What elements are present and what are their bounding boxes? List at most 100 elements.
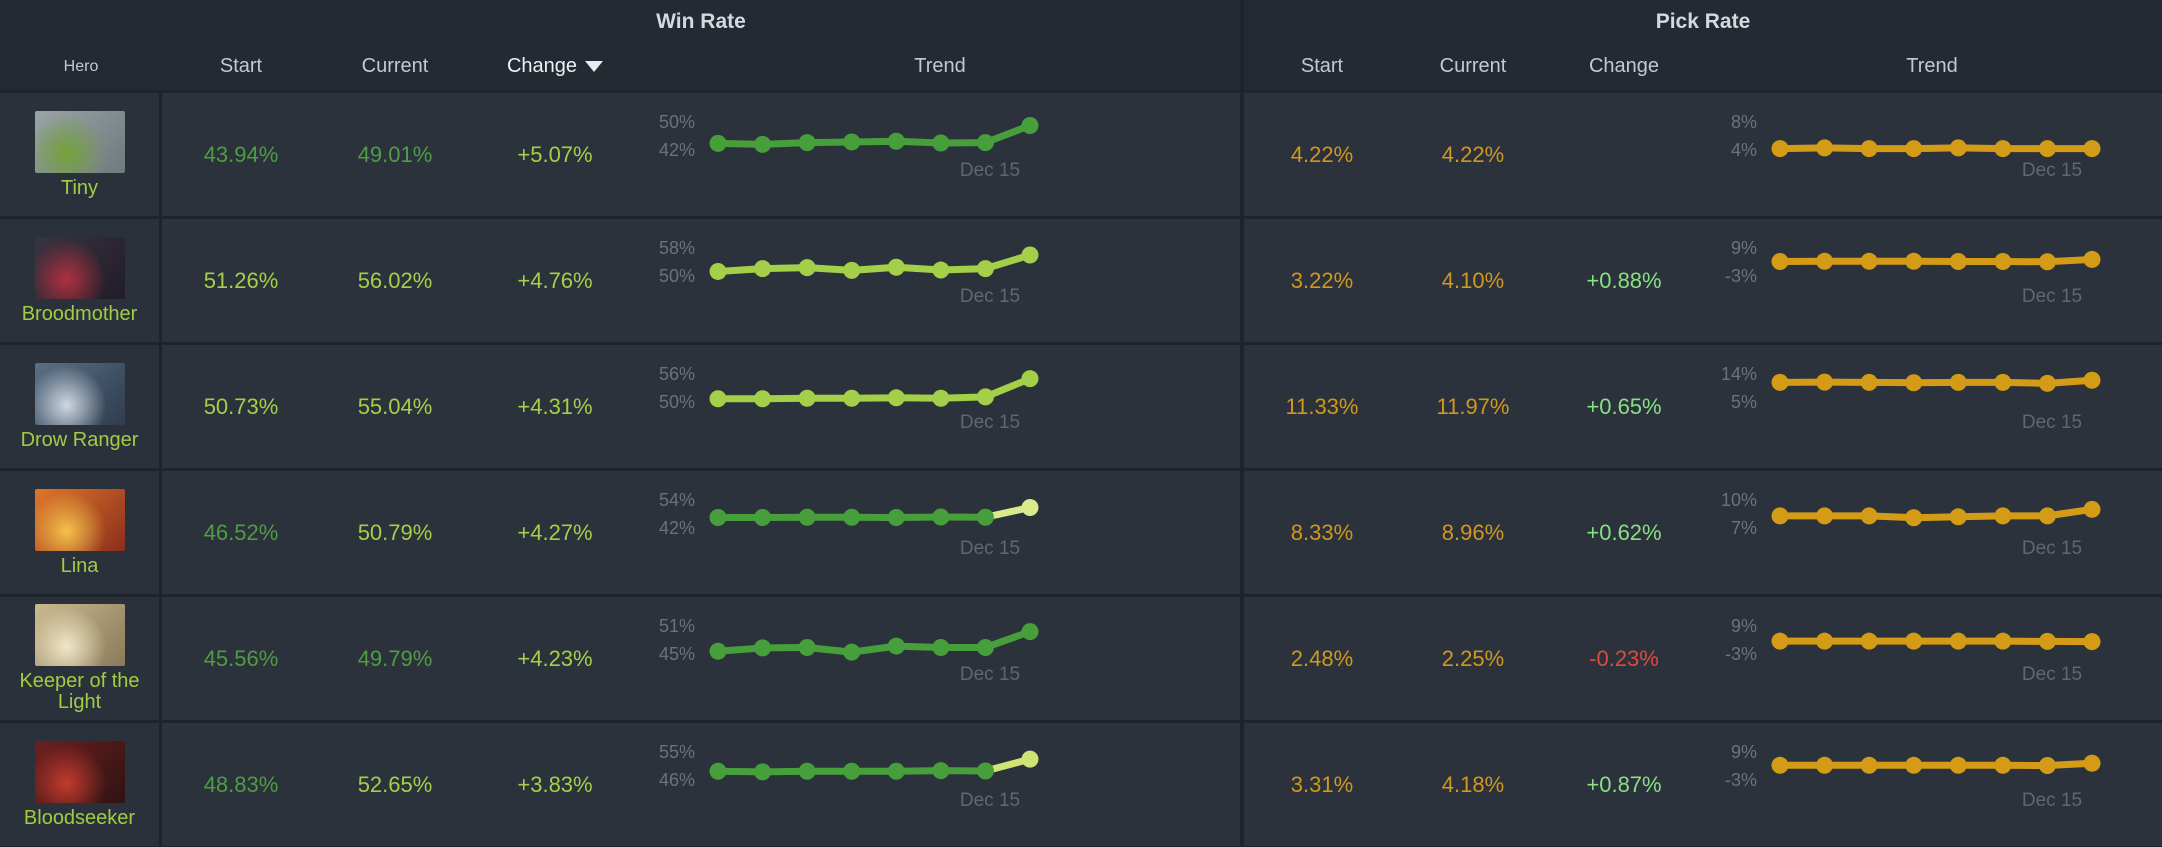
trend-date-label: Dec 15 [2021,664,2083,685]
win-current: 49.01% [320,93,470,216]
win-change-value: +5.07% [517,141,593,167]
win-start-value: 46.52% [203,519,279,545]
pick-change: +0.87% [1546,723,1702,846]
win-start-value: 50.73% [203,393,279,419]
win-trend-sparkline [709,498,1039,526]
hero-name-link[interactable]: Tiny [60,176,99,199]
pick-trend-sparkline [1771,500,2101,527]
win-current-value: 56.02% [357,267,433,293]
pick-current-value: 2.25% [1441,645,1505,671]
pick-trend-cell: 9% -3% Dec 15 [1702,219,2162,342]
pick-trend-sparkline [1771,139,2101,158]
pick-current-value: 8.96% [1441,519,1505,545]
section-divider [1240,93,1244,216]
trend-axis-label-top: 55% [658,742,695,762]
hero-name-link[interactable]: Bloodseeker [23,806,136,829]
pick-start: 2.48% [1244,597,1400,720]
hero-portrait[interactable] [34,740,125,803]
hero-portrait[interactable] [34,236,125,299]
pick-change: +0.65% [1546,345,1702,468]
pick-rate-title: Pick Rate [1655,10,1751,33]
pick-current-value: 11.97% [1436,393,1510,419]
trend-axis-label-top: 9% [1730,742,1757,762]
win-trend-header[interactable]: Trend [914,55,966,77]
win-current-header[interactable]: Current [361,55,429,77]
trend-date-label: Dec 15 [2021,286,2083,307]
pick-start: 8.33% [1244,471,1400,594]
hero-row: Drow Ranger 50.73% 55.04% +4.31% 56% 50% Dec 1… [0,345,2162,468]
pick-start: 3.22% [1244,219,1400,342]
trend-date-label: Dec 15 [959,664,1021,685]
hero-portrait[interactable] [34,362,125,425]
win-trend-cell: 51% 45% Dec 15 [640,597,1240,720]
win-change-value: +4.27% [517,519,593,545]
trend-date-label: Dec 15 [2021,160,2083,181]
pick-change-value: +0.62% [1586,519,1662,545]
win-change-header-label: Change [506,55,578,77]
pick-rate-section-header: Pick Rate Start Current Change Trend [1244,0,2162,90]
pick-change-header[interactable]: Change [1588,55,1660,77]
pick-trend-header[interactable]: Trend [1906,55,1958,77]
pick-start-value: 3.31% [1290,771,1354,797]
win-change-value: +4.23% [517,645,593,671]
hero-row: Keeper of the Light 45.56% 49.79% +4.23% 51%… [0,597,2162,720]
pick-current-value: 4.18% [1441,771,1505,797]
trend-axis-label-top: 9% [1730,616,1757,636]
pick-start-header[interactable]: Start [1300,55,1344,77]
pick-start-value: 4.22% [1290,141,1354,167]
win-start: 43.94% [162,93,320,216]
pick-change: +0.88% [1546,219,1702,342]
trend-date-label: Dec 15 [959,538,1021,559]
win-current-value: 52.65% [357,771,433,797]
hero-name-link[interactable]: Drow Ranger [20,428,139,451]
win-start-header[interactable]: Start [219,55,263,77]
hero-portrait[interactable] [34,604,125,666]
section-divider [1240,219,1244,342]
trend-axis-label-bottom: 5% [1730,392,1757,412]
win-change: +5.07% [470,93,640,216]
pick-rate-column-labels: Start Current Change Trend [1244,40,2162,90]
hero-name-link[interactable]: Keeper of the Light [19,670,140,713]
pick-change [1546,93,1702,216]
trend-axis-label-top: 51% [658,616,695,636]
trend-date-label: Dec 15 [959,160,1021,181]
pick-current-header[interactable]: Current [1439,55,1507,77]
hero-portrait[interactable] [34,488,125,551]
pick-current-value: 4.22% [1441,141,1505,167]
win-change-value: +3.83% [517,771,593,797]
trend-axis-label-bottom: 7% [1730,518,1757,538]
win-change-value: +4.76% [517,267,593,293]
section-divider [1240,597,1244,720]
win-current: 55.04% [320,345,470,468]
hero-cell: Tiny [0,93,162,216]
hero-cell: Lina [0,471,162,594]
hero-name-link[interactable]: Lina [60,554,99,577]
pick-start-value: 8.33% [1290,519,1354,545]
hero-name-link[interactable]: Broodmother [21,302,138,325]
hero-portrait[interactable] [34,110,125,173]
trend-date-label: Dec 15 [2021,790,2083,811]
pick-current: 4.22% [1400,93,1546,216]
trend-axis-label-top: 54% [658,490,695,510]
pick-current-value: 4.10% [1441,267,1505,293]
pick-change-value: +0.88% [1586,267,1662,293]
win-change: +4.31% [470,345,640,468]
win-current-value: 50.79% [357,519,433,545]
win-change: +4.76% [470,219,640,342]
trend-axis-label-bottom: 50% [658,266,695,286]
hero-column-header[interactable]: Hero [0,0,162,90]
win-trend-cell: 56% 50% Dec 15 [640,345,1240,468]
sort-desc-icon [585,61,604,72]
win-change-header[interactable]: Change [470,55,640,78]
pick-current: 4.10% [1400,219,1546,342]
win-start: 48.83% [162,723,320,846]
trend-date-label: Dec 15 [959,412,1021,433]
pick-trend-cell: 9% -3% Dec 15 [1702,723,2162,846]
win-trend-sparkline [709,623,1039,661]
pick-current: 2.25% [1400,597,1546,720]
pick-change-value: +0.65% [1586,393,1662,419]
win-current: 56.02% [320,219,470,342]
pick-start-value: 3.22% [1290,267,1354,293]
win-current-value: 49.01% [357,141,433,167]
trend-axis-label-top: 14% [1720,364,1757,384]
